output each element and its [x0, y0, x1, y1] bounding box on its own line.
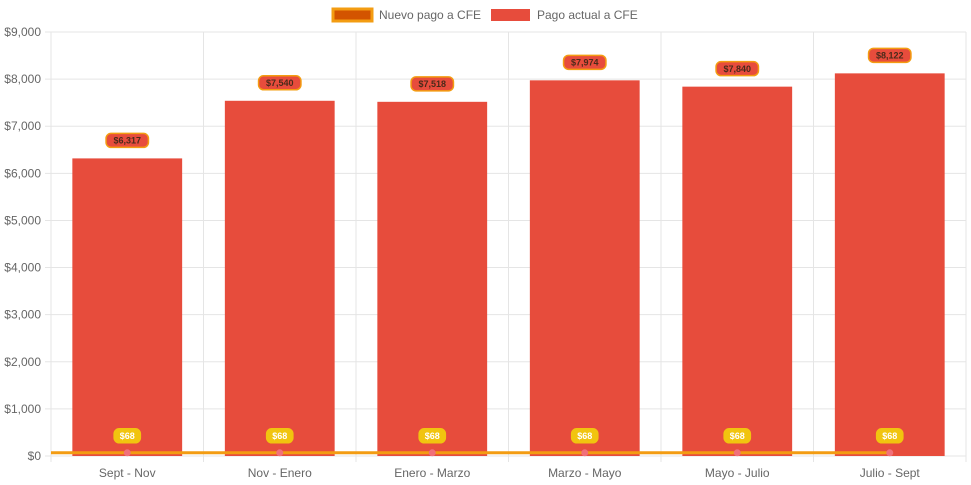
y-tick-label: $5,000 — [4, 213, 41, 227]
y-tick-label: $7,000 — [4, 119, 41, 133]
legend-swatch-nuevo-pago — [331, 7, 374, 23]
bar-value-label-text: $6,317 — [113, 136, 141, 146]
line-value-label: $68 — [418, 428, 447, 444]
legend-label-nuevo-pago: Nuevo pago a CFE — [379, 8, 481, 22]
x-tick-label: Mayo - Julio — [705, 466, 770, 480]
bar-value-label: $7,518 — [410, 76, 455, 92]
line-value-label-text: $68 — [425, 431, 440, 441]
legend[interactable]: Nuevo pago a CFE Pago actual a CFE — [331, 7, 638, 23]
bar-value-label: $7,974 — [562, 54, 607, 71]
legend-swatch-pago-actual — [491, 9, 530, 21]
line-value-label: $68 — [570, 428, 599, 444]
y-tick-label: $0 — [28, 449, 42, 463]
legend-item-pago-actual[interactable]: Pago actual a CFE — [491, 8, 638, 22]
x-axis: Sept - Nov Nov - Enero Enero - Marzo Marzo … — [99, 466, 921, 480]
line-value-label-text: $68 — [882, 431, 897, 441]
y-tick-label: $8,000 — [4, 72, 41, 86]
y-tick-label: $1,000 — [4, 402, 41, 416]
y-tick-label: $2,000 — [4, 355, 41, 369]
line-value-label-bg — [265, 428, 294, 444]
bar[interactable] — [72, 158, 183, 456]
line-value-label-bg — [570, 428, 599, 444]
legend-item-nuevo-pago[interactable]: Nuevo pago a CFE — [331, 7, 481, 23]
line-value-label-bg — [418, 428, 447, 444]
bar-value-label-bg — [867, 47, 912, 64]
bar-value-label-text: $8,122 — [876, 51, 904, 61]
bar-value-label-bg — [562, 54, 607, 71]
line-point[interactable] — [886, 449, 894, 457]
bar-value-label-bg — [105, 132, 150, 149]
x-tick-label: Julio - Sept — [860, 466, 921, 480]
bar-value-label: $7,540 — [257, 75, 302, 91]
x-tick-label: Marzo - Mayo — [548, 466, 622, 480]
line-series — [51, 449, 894, 457]
bar-value-label-text: $7,540 — [266, 78, 294, 88]
y-tick-label: $9,000 — [4, 25, 41, 39]
x-tick-label: Enero - Marzo — [394, 466, 470, 480]
x-tick-label: Nov - Enero — [248, 466, 312, 480]
line-point[interactable] — [733, 449, 741, 457]
bar-value-label: $7,840 — [715, 60, 760, 77]
bar-value-label-bg — [410, 76, 455, 92]
legend-label-pago-actual: Pago actual a CFE — [537, 8, 638, 22]
y-axis: $0 $1,000 $2,000 $3,000 $4,000 $5,000 $6,000 $7… — [4, 25, 41, 463]
line-value-label-bg — [875, 428, 904, 444]
line-value-label-bg — [113, 428, 142, 444]
bar[interactable] — [834, 73, 945, 456]
bar-value-label: $8,122 — [867, 47, 912, 64]
bar-value-label-text: $7,974 — [571, 58, 599, 68]
bar-value-label-text: $7,840 — [723, 64, 751, 74]
bar[interactable] — [377, 101, 488, 456]
line-value-label: $68 — [113, 428, 142, 444]
line-value-label-text: $68 — [730, 431, 745, 441]
line-value-label: $68 — [265, 428, 294, 444]
line-point[interactable] — [123, 449, 131, 457]
line-value-label: $68 — [875, 428, 904, 444]
bar-series — [72, 73, 945, 456]
bar-value-label: $6,317 — [105, 132, 150, 149]
bar-value-label-bg — [715, 60, 760, 77]
data-labels: $6,317 $68 $7,540 $68 $7,518 $68 $7,974 $68 $7,8… — [105, 47, 912, 444]
bar[interactable] — [529, 80, 640, 456]
bar-value-label-bg — [257, 75, 302, 91]
y-tick-label: $6,000 — [4, 166, 41, 180]
y-tick-label: $3,000 — [4, 308, 41, 322]
line-value-label-bg — [723, 428, 752, 444]
chart-grid — [45, 31, 967, 462]
line-point[interactable] — [581, 449, 589, 457]
line-point[interactable] — [276, 449, 284, 457]
line-value-label-text: $68 — [272, 431, 287, 441]
bar[interactable] — [224, 100, 335, 456]
line-value-label-text: $68 — [577, 431, 592, 441]
bar[interactable] — [682, 86, 793, 456]
line-value-label: $68 — [723, 428, 752, 444]
bar-value-label-text: $7,518 — [418, 79, 446, 89]
y-tick-label: $4,000 — [4, 261, 41, 275]
line-point[interactable] — [428, 449, 436, 457]
x-tick-label: Sept - Nov — [99, 466, 156, 480]
line-value-label-text: $68 — [120, 431, 135, 441]
